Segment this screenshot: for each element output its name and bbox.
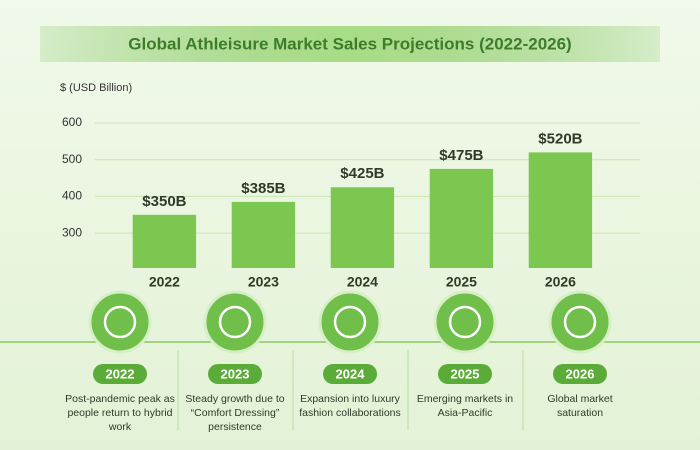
annotation-text: Emerging markets in Asia-Pacific xyxy=(416,393,514,420)
bar xyxy=(132,214,197,268)
annotation-text: Global market saturation xyxy=(547,393,613,420)
chart-title: Global Athleisure Market Sales Projectio… xyxy=(128,34,571,53)
y-tick-label: 400 xyxy=(62,189,82,203)
icon-circle xyxy=(318,290,382,354)
annotation-text: Expansion into luxury fashion collaborat… xyxy=(299,393,401,420)
icon-circle xyxy=(88,290,152,354)
y-tick-label: 500 xyxy=(62,152,82,166)
bar xyxy=(330,187,395,268)
y-axis-label: $ (USD Billion) xyxy=(60,82,132,94)
icon-glyph xyxy=(333,305,367,339)
title-banner xyxy=(40,26,660,62)
value-label: $475B xyxy=(439,147,483,164)
x-tick-label: 2024 xyxy=(347,274,378,290)
icon-glyph xyxy=(448,305,482,339)
bar xyxy=(429,168,494,268)
icon-glyph xyxy=(218,305,252,339)
annotation-year: 2022 xyxy=(106,366,135,381)
icon-circle xyxy=(433,290,497,354)
annotation-text: Post-pandemic peak as people return to h… xyxy=(65,393,175,434)
annotation-year: 2024 xyxy=(336,366,366,381)
year-pill xyxy=(553,364,607,384)
value-label: $425B xyxy=(340,165,384,182)
year-pill xyxy=(438,364,492,384)
year-pill xyxy=(323,364,377,384)
x-tick-label: 2025 xyxy=(446,274,477,290)
annotation-year: 2025 xyxy=(451,366,480,381)
icon-circle xyxy=(548,290,612,354)
annotation-year: 2026 xyxy=(566,366,595,381)
icon-circle xyxy=(203,290,267,354)
value-label: $350B xyxy=(142,193,186,210)
x-tick-label: 2023 xyxy=(248,274,279,290)
y-tick-label: 600 xyxy=(62,115,82,129)
year-pill xyxy=(208,364,262,384)
value-label: $385B xyxy=(241,180,285,197)
bar xyxy=(528,152,593,268)
annotation-year: 2023 xyxy=(221,366,250,381)
year-pill xyxy=(93,364,147,384)
icon-glyph xyxy=(103,305,137,339)
value-label: $520B xyxy=(538,130,582,147)
x-tick-label: 2022 xyxy=(149,274,180,290)
bar xyxy=(231,201,296,268)
annotation-text: Steady growth due to “Comfort Dressing” … xyxy=(185,393,285,434)
icon-glyph xyxy=(563,305,597,339)
x-tick-label: 2026 xyxy=(545,274,576,290)
y-tick-label: 300 xyxy=(62,225,82,239)
